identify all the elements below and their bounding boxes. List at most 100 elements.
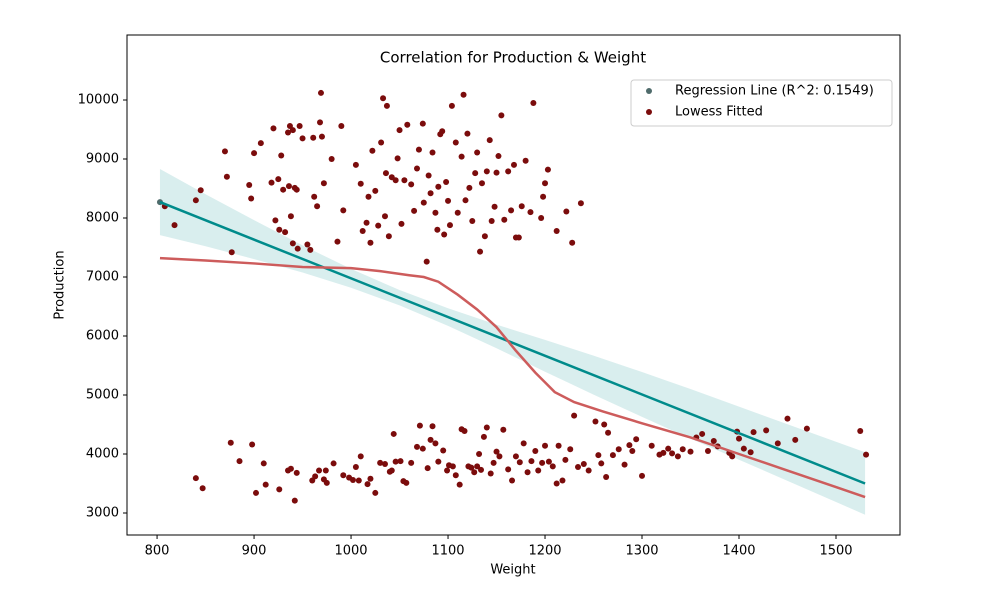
scatter-point xyxy=(544,166,551,173)
scatter-point xyxy=(375,222,382,229)
scatter-point xyxy=(323,479,330,486)
scatter-point xyxy=(276,226,283,233)
scatter-point xyxy=(601,421,608,428)
scatter-point xyxy=(171,222,178,229)
scatter-point xyxy=(307,246,314,253)
scatter-point xyxy=(633,436,640,443)
scatter-point xyxy=(423,258,430,265)
scatter-point xyxy=(577,200,584,207)
x-tick-label: 1200 xyxy=(528,544,561,559)
scatter-point xyxy=(380,95,387,102)
scatter-point xyxy=(262,481,269,488)
scatter-point xyxy=(227,439,234,446)
scatter-point xyxy=(471,469,478,476)
scatter-point xyxy=(363,219,370,226)
scatter-point xyxy=(488,217,495,224)
scatter-point xyxy=(304,241,311,248)
scatter-point xyxy=(460,91,467,98)
scatter-point xyxy=(520,440,527,447)
scatter-point xyxy=(278,152,285,159)
scatter-point xyxy=(275,176,282,183)
scatter-point xyxy=(372,489,379,496)
scatter-point xyxy=(272,217,279,224)
scatter-point xyxy=(474,149,481,156)
scatter-point xyxy=(192,475,199,482)
scatter-point xyxy=(355,477,362,484)
legend-label: Lowess Fitted xyxy=(675,105,763,120)
scatter-point xyxy=(704,448,711,455)
scatter-point xyxy=(679,446,686,453)
scatter-point xyxy=(378,139,385,146)
legend-marker xyxy=(646,109,652,115)
scatter-point xyxy=(408,181,415,188)
scatter-point xyxy=(585,467,592,474)
scatter-point xyxy=(495,153,502,160)
scatter-point xyxy=(496,453,503,460)
scatter-point xyxy=(296,122,303,129)
scatter-point xyxy=(403,479,410,486)
scatter-point xyxy=(330,460,337,467)
scatter-point xyxy=(311,193,318,200)
scatter-point xyxy=(352,463,359,470)
scatter-point xyxy=(299,135,306,142)
scatter-point xyxy=(397,458,404,465)
scatter-point xyxy=(567,446,574,453)
scatter-point xyxy=(446,222,453,229)
scatter-point xyxy=(505,168,512,175)
scatter-point xyxy=(483,168,490,175)
x-tick-label: 800 xyxy=(145,544,170,559)
scatter-point xyxy=(372,187,379,194)
scatter-point xyxy=(524,469,531,476)
scatter-point xyxy=(349,476,356,483)
scatter-point xyxy=(381,213,388,220)
y-tick-label: 10000 xyxy=(78,93,119,108)
scatter-point xyxy=(249,441,256,448)
scatter-point xyxy=(784,415,791,422)
scatter-point xyxy=(388,467,395,474)
y-tick-label: 6000 xyxy=(86,329,119,344)
scatter-point xyxy=(427,190,434,197)
y-axis-label: Production xyxy=(53,250,68,319)
scatter-point xyxy=(729,453,736,460)
scatter-point xyxy=(665,445,672,452)
scatter-point xyxy=(280,186,287,193)
scatter-point xyxy=(486,137,493,144)
scatter-point xyxy=(317,89,324,96)
scatter-point xyxy=(334,238,341,245)
scatter-point xyxy=(555,442,562,449)
y-tick-label: 5000 xyxy=(86,388,119,403)
plot-frame xyxy=(126,34,901,536)
scatter-point xyxy=(369,147,376,154)
scatter-point xyxy=(474,463,481,470)
scatter-point xyxy=(648,442,655,449)
scatter-point xyxy=(512,453,519,460)
scatter-point xyxy=(390,430,397,437)
scatter-point xyxy=(398,220,405,227)
scatter-point xyxy=(444,467,451,474)
scatter-point xyxy=(598,460,605,467)
scatter-point xyxy=(510,161,517,168)
scatter-point xyxy=(699,430,706,437)
scatter-point xyxy=(392,458,399,465)
scatter-point xyxy=(435,458,442,465)
scatter-point xyxy=(282,229,289,236)
y-tick-label: 4000 xyxy=(86,446,119,461)
scatter-point xyxy=(538,215,545,222)
scatter-point xyxy=(289,127,296,134)
scatter-point xyxy=(415,146,422,153)
legend-label: Regression Line (R^2: 0.1549) xyxy=(675,84,874,99)
scatter-point xyxy=(660,449,667,456)
scatter-point xyxy=(542,442,549,449)
scatter-point xyxy=(710,438,717,445)
scatter-point xyxy=(359,227,366,234)
scatter-point xyxy=(480,433,487,440)
scatter-point xyxy=(197,187,204,194)
scatter-point xyxy=(441,231,448,238)
scatter-point xyxy=(440,447,447,454)
scatter-point xyxy=(251,150,258,157)
scatter-point xyxy=(505,466,512,473)
scatter-point xyxy=(252,489,259,496)
scatter-point xyxy=(468,464,475,471)
